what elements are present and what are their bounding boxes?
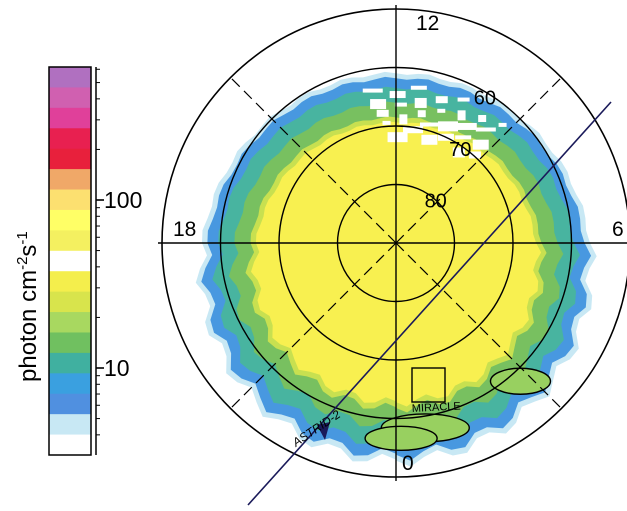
colorbar-segment [49, 230, 91, 252]
colorbar-segment [49, 352, 91, 374]
colorbar-segment [49, 332, 91, 354]
meridian-line-dashed [230, 242, 397, 409]
colorbar-segment [49, 189, 91, 211]
colorbar-tick-label: 10 [104, 355, 130, 381]
emission-speckle [403, 126, 424, 134]
emission-speckle [438, 121, 459, 132]
emission-speckle [410, 85, 427, 90]
intensity-contour [489, 367, 552, 395]
mlt-label: 0 [402, 452, 414, 475]
colorbar-tick-label: 100 [104, 187, 142, 213]
emission-speckle [389, 91, 406, 99]
emission-speckle [421, 134, 438, 145]
emission-speckle [478, 115, 487, 123]
colorbar-axis: 100 10 [95, 67, 142, 455]
colorbar-segment [49, 169, 91, 191]
emission-speckle [414, 97, 427, 108]
colorbar-segment [49, 414, 91, 436]
emission-speckle [456, 122, 477, 130]
meridian-line-dashed [395, 77, 562, 244]
grid-labels: 12 6 18 0 80 70 60 [173, 12, 624, 475]
meridian-line-dashed [230, 77, 397, 244]
emission-speckle [437, 108, 446, 113]
polar-grid [158, 5, 627, 481]
intensity-contour [364, 425, 438, 452]
emission-speckle [475, 127, 496, 132]
mlt-label: 12 [416, 12, 439, 35]
colorbar-segment [49, 373, 91, 395]
emission-speckle [457, 110, 466, 121]
colorbar-segment [49, 250, 91, 272]
emission-speckle [419, 122, 440, 127]
latitude-label: 60 [474, 88, 496, 110]
emission-speckle [472, 139, 489, 150]
emission-speckle [362, 88, 383, 93]
colorbar-segment [49, 271, 91, 293]
colorbar-segment [49, 128, 91, 150]
emission-speckle [399, 114, 408, 125]
latitude-label: 70 [449, 139, 471, 161]
emission-speckle [457, 97, 470, 102]
meridian-line-dashed [395, 242, 562, 409]
emission-edge [181, 58, 612, 477]
emission-speckle [468, 151, 481, 159]
latitude-label: 80 [425, 191, 447, 213]
mlt-label: 6 [612, 218, 624, 241]
emission-speckle [417, 110, 426, 118]
colorbar-segment [49, 312, 91, 334]
colorbar [48, 66, 92, 456]
colorbar-segment [49, 209, 91, 231]
colorbar-segment [49, 393, 91, 415]
emission-speckle [387, 132, 408, 143]
colorbar-frame [48, 66, 92, 456]
astrid-2-direction-arrow [317, 422, 330, 440]
miracle-field-of-view [411, 367, 446, 403]
miracle-label: MIRACLE [412, 400, 461, 415]
colorbar-unit-label: photon cm-2s-1 [14, 231, 42, 382]
mlt-label: 18 [173, 218, 196, 241]
colorbar-segment [49, 67, 91, 89]
colorbar-segment [49, 291, 91, 313]
emission-speckle [498, 122, 507, 127]
emission-speckle [435, 96, 448, 104]
colorbar-segment [49, 434, 91, 456]
emission-speckle [455, 135, 472, 140]
emission-speckle [376, 109, 389, 117]
colorbar-segment [49, 107, 91, 129]
emission-speckle [452, 147, 465, 158]
colorbar-segment [49, 148, 91, 170]
emission-speckle [370, 99, 387, 110]
emission-speckle [382, 120, 391, 125]
colorbar-segment [49, 87, 91, 109]
emission-speckle [394, 102, 407, 107]
astrid-2-track [247, 101, 612, 506]
